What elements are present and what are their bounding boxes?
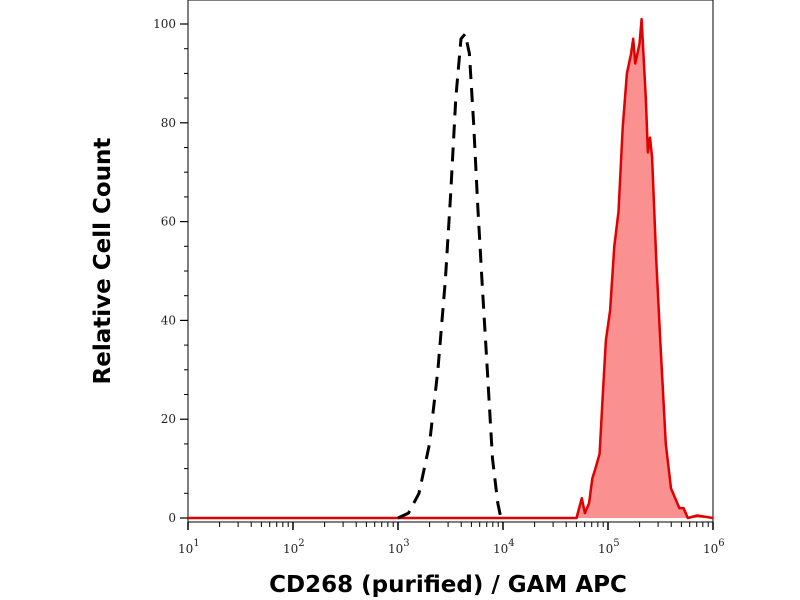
x-tick-label: 104 <box>493 538 515 556</box>
ticks-layer: 101 102 103 104 105 106 0 20 40 60 80 100 <box>153 17 725 556</box>
y-axis-title: Relative Cell Count <box>90 138 116 385</box>
y-tick-label: 40 <box>161 313 176 327</box>
series-line-isotype-control <box>397 32 503 520</box>
series-fill-CD268-stained <box>188 19 713 518</box>
y-tick-label: 20 <box>161 412 176 426</box>
series-layer <box>188 17 714 520</box>
x-tick-label: 103 <box>388 538 410 556</box>
x-tick-label: 101 <box>178 538 200 556</box>
y-tick-label: 100 <box>153 17 176 31</box>
y-tick-label: 80 <box>161 116 176 130</box>
x-tick-label: 105 <box>598 538 620 556</box>
x-tick-label: 102 <box>283 538 305 556</box>
y-tick-label: 0 <box>168 511 176 525</box>
x-axis-title: CD268 (purified) / GAM APC <box>269 572 627 598</box>
x-tick-label: 106 <box>703 538 725 556</box>
series-line-CD268-stained <box>188 17 714 520</box>
y-tick-label: 60 <box>161 215 176 229</box>
